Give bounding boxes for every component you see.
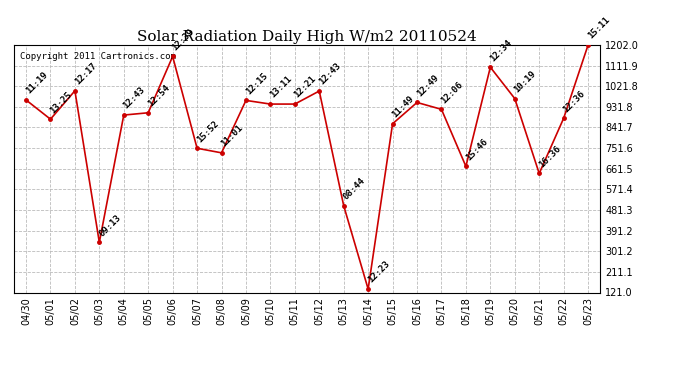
Text: 11:19: 11:19 <box>24 70 49 96</box>
Text: 12:17: 12:17 <box>72 61 98 87</box>
Text: 08:44: 08:44 <box>342 176 367 201</box>
Text: 12:34: 12:34 <box>488 38 513 63</box>
Title: Solar Radiation Daily High W/m2 20110524: Solar Radiation Daily High W/m2 20110524 <box>137 30 477 44</box>
Text: 13:11: 13:11 <box>268 75 293 100</box>
Text: 12:36: 12:36 <box>562 89 586 114</box>
Text: 12:39: 12:39 <box>170 27 196 52</box>
Text: 12:06: 12:06 <box>440 80 464 105</box>
Text: 15:52: 15:52 <box>195 119 220 144</box>
Text: 10:19: 10:19 <box>513 69 538 94</box>
Text: 12:21: 12:21 <box>293 75 318 100</box>
Text: 12:43: 12:43 <box>121 86 147 111</box>
Text: 15:46: 15:46 <box>464 137 489 162</box>
Text: 16:36: 16:36 <box>537 144 562 169</box>
Text: 12:54: 12:54 <box>146 83 171 109</box>
Text: 12:43: 12:43 <box>317 62 342 87</box>
Text: 13:25: 13:25 <box>48 90 74 115</box>
Text: Copyright 2011 Cartronics.com: Copyright 2011 Cartronics.com <box>19 53 175 62</box>
Text: 11:01: 11:01 <box>219 123 245 148</box>
Text: 15:11: 15:11 <box>586 15 611 41</box>
Text: 12:49: 12:49 <box>415 73 440 98</box>
Text: 09:13: 09:13 <box>97 213 123 238</box>
Text: 11:49: 11:49 <box>391 94 416 120</box>
Text: 12:15: 12:15 <box>244 71 269 96</box>
Text: 12:23: 12:23 <box>366 260 391 285</box>
